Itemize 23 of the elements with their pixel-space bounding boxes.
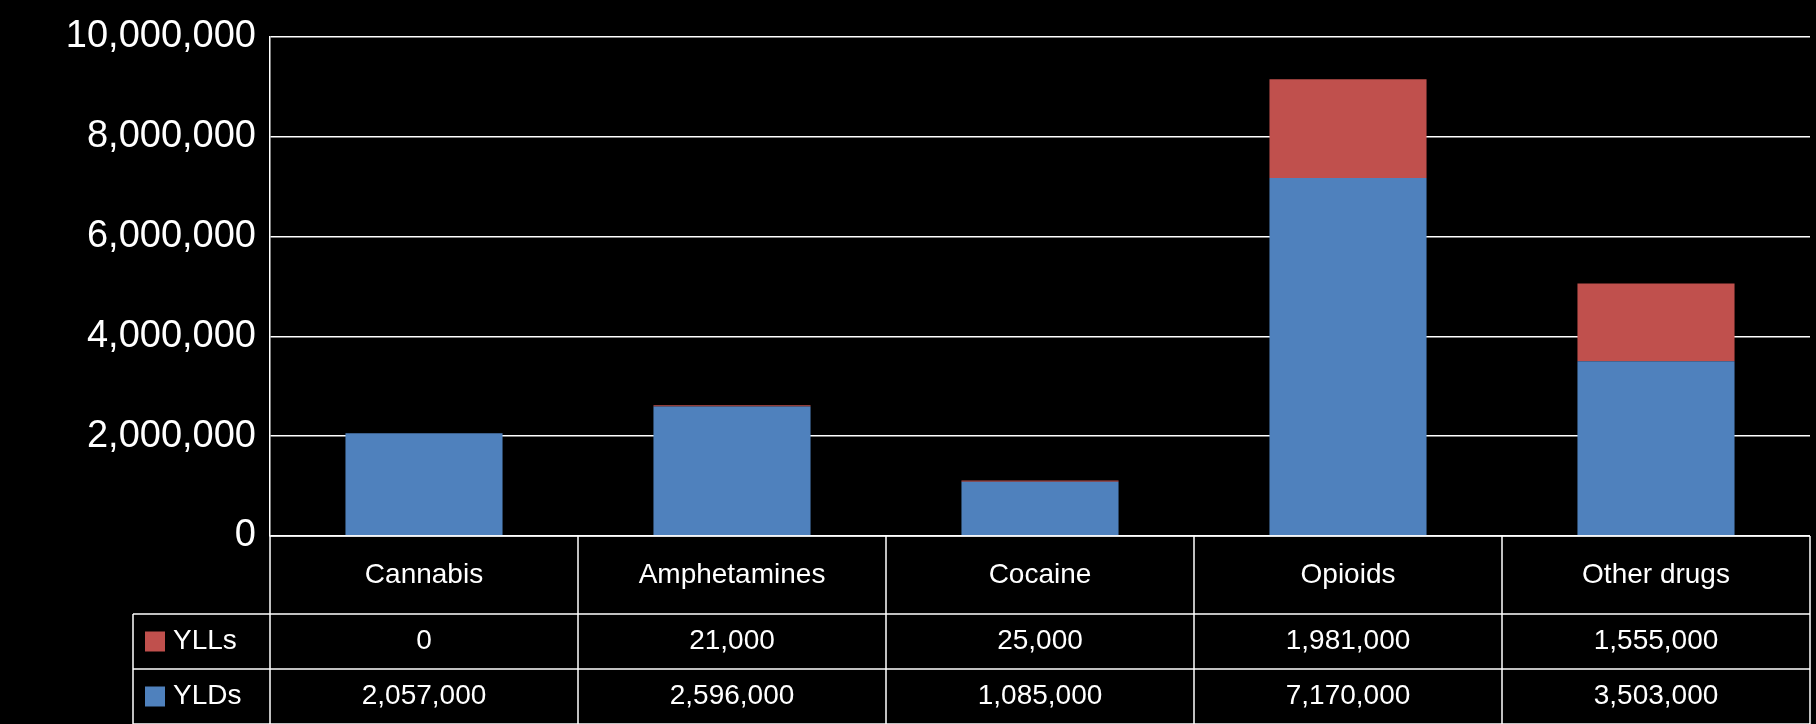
y-tick-label: 2,000,000: [86, 412, 256, 455]
data-label: 25,000: [997, 624, 1083, 656]
x-tick-label: Cannabis: [364, 557, 484, 589]
y-tick-label: 6,000,000: [86, 212, 256, 255]
x-tick-label: Opioids: [1300, 557, 1396, 589]
y-tick-label: 10,000,000: [65, 13, 256, 56]
y-tick-label: 4,000,000: [86, 312, 256, 355]
x-tick-label: Cocaine: [988, 557, 1092, 589]
data-label: 21,000: [689, 624, 775, 656]
legend-label: YLLs: [173, 624, 237, 656]
x-tick-label: Amphetamines: [638, 557, 826, 589]
data-label: 2,057,000: [361, 679, 487, 711]
data-label: 0: [416, 624, 432, 656]
y-tick-label: 0: [234, 512, 256, 555]
data-label: 3,503,000: [1593, 679, 1719, 711]
y-tick-label: 8,000,000: [86, 113, 256, 156]
data-label: 2,596,000: [669, 679, 795, 711]
data-label: 1,981,000: [1285, 624, 1411, 656]
data-label: 1,085,000: [977, 679, 1103, 711]
data-label: 7,170,000: [1285, 679, 1411, 711]
legend-label: YLDs: [173, 679, 242, 711]
x-tick-label: Other drugs: [1582, 557, 1730, 589]
data-label: 1,555,000: [1593, 624, 1719, 656]
